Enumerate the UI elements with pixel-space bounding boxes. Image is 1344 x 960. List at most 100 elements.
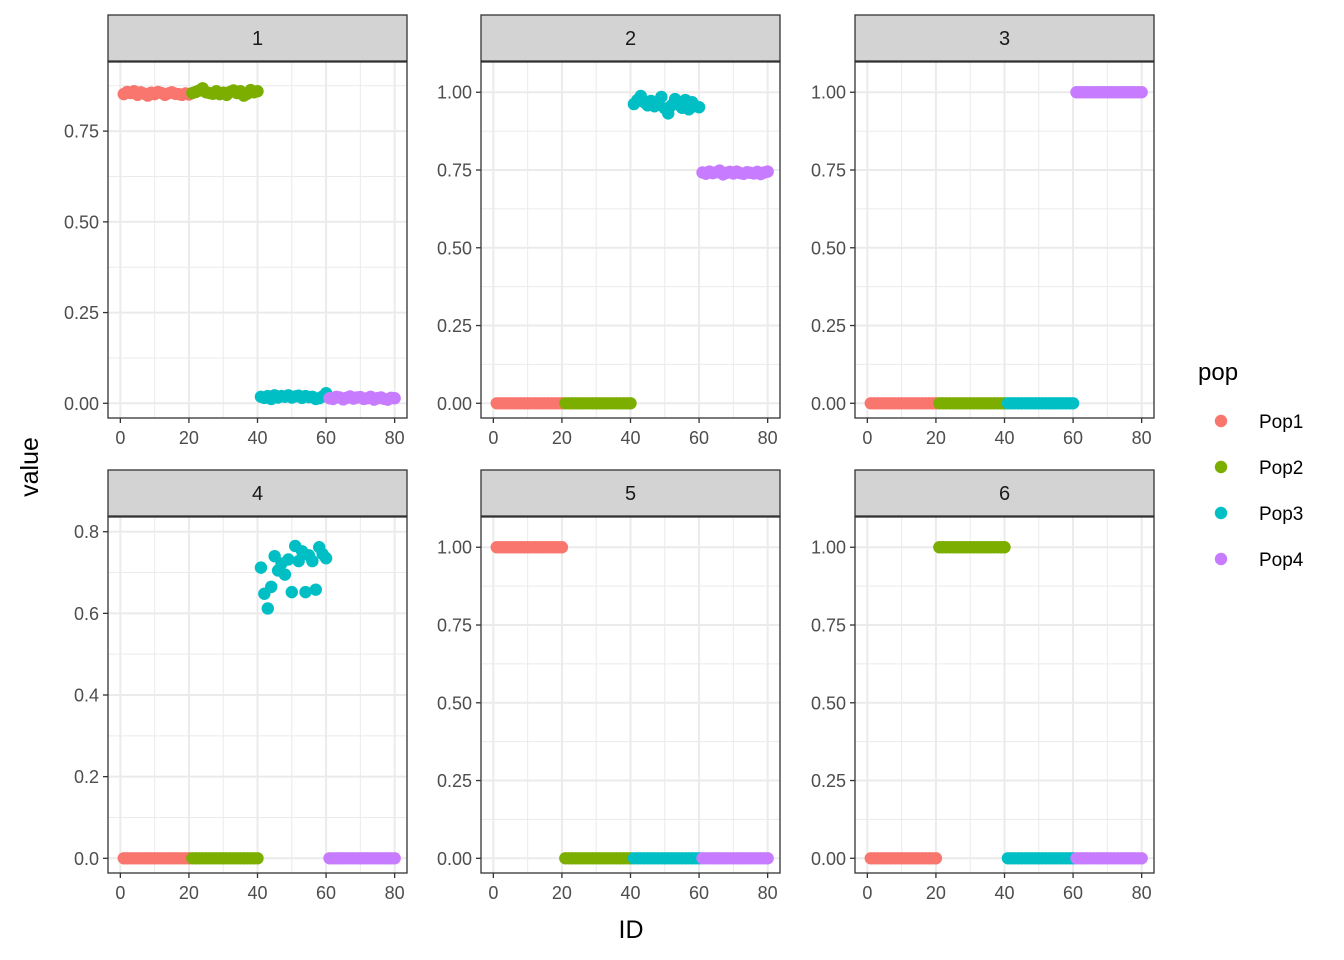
legend-key (1214, 506, 1228, 520)
series-Pop4 (696, 164, 774, 181)
y-tick-label: 0.00 (437, 394, 472, 414)
x-tick-label: 40 (620, 883, 640, 903)
data-point (299, 585, 312, 599)
x-tick-label: 0 (862, 428, 872, 448)
data-point (388, 392, 401, 405)
y-tick-label: 0.25 (437, 771, 472, 791)
y-tick-label: 0.8 (74, 522, 99, 542)
x-tick-label: 20 (179, 428, 199, 448)
x-tick-label: 80 (1132, 428, 1152, 448)
x-tick-label: 60 (689, 428, 709, 448)
y-tick-label: 0.2 (74, 767, 99, 787)
data-point (265, 580, 278, 594)
y-tick-label: 0.00 (64, 394, 99, 414)
x-axis-title: ID (619, 916, 644, 944)
facet-strip (480, 469, 781, 517)
x-tick-label: 0 (115, 428, 125, 448)
x-tick-label: 80 (758, 883, 778, 903)
legend: pop Pop1 Pop2 Pop3 Pop4 (1198, 359, 1304, 571)
y-tick-label: 0.0 (74, 849, 99, 869)
x-tick-label: 0 (488, 428, 498, 448)
facet-strip-label: 1 (252, 28, 263, 50)
facet-strip-label: 4 (252, 483, 263, 505)
data-point (1135, 852, 1148, 865)
facet-strip (854, 469, 1155, 517)
series-Pop3 (254, 539, 333, 615)
facet-panels: 10.000.250.500.750 20 40 60 8020.000.250.500… (64, 14, 1155, 903)
x-tick-label: 40 (247, 883, 267, 903)
data-point (292, 554, 305, 568)
data-point (251, 85, 264, 98)
series-Pop1 (864, 852, 943, 865)
y-tick-label: 1.00 (437, 83, 472, 103)
y-tick-label: 1.00 (811, 83, 846, 103)
legend-label: Pop1 (1259, 412, 1303, 433)
data-point (761, 165, 774, 178)
y-tick-label: 0.6 (74, 604, 99, 624)
data-point (309, 583, 322, 596)
x-tick-label: 20 (179, 883, 199, 903)
data-point (306, 554, 319, 568)
y-tick-label: 0.00 (811, 849, 846, 869)
data-point (761, 852, 774, 865)
y-tick-label: 0.50 (811, 693, 846, 713)
series-Pop2 (559, 397, 637, 410)
legend-label: Pop3 (1259, 504, 1303, 525)
legend-item-Pop3: Pop3 (1214, 504, 1303, 525)
facet-strip (107, 14, 408, 62)
series-Pop2 (186, 852, 264, 865)
x-tick-label: 60 (316, 883, 336, 903)
series-Pop4 (323, 390, 401, 406)
facet-panel-3: 3 0.00 0.25 0.50 0.75 1.00 0 20 40 60 80 (811, 14, 1155, 448)
data-point (285, 585, 298, 599)
series-Pop4 (323, 852, 401, 865)
x-tick-label: 40 (620, 428, 640, 448)
series-Pop4 (1070, 86, 1148, 99)
x-tick-label: 0 (115, 883, 125, 903)
x-tick-label: 20 (926, 428, 946, 448)
x-tick-label: 80 (385, 428, 405, 448)
data-point (254, 561, 268, 574)
data-point (1135, 86, 1148, 99)
x-tick-label: 20 (926, 883, 946, 903)
legend-item-Pop2: Pop2 (1214, 458, 1303, 479)
x-tick-label: 20 (552, 883, 572, 903)
data-point (929, 852, 943, 865)
data-point (555, 541, 569, 554)
facet-strip-label: 3 (999, 28, 1010, 50)
series-Pop2 (933, 397, 1011, 410)
series-Pop3 (1001, 397, 1080, 410)
x-tick-label: 60 (689, 883, 709, 903)
facet-strip-label: 5 (625, 483, 636, 505)
x-tick-label: 80 (1132, 883, 1152, 903)
data-point (261, 602, 274, 615)
legend-item-Pop1: Pop1 (1214, 412, 1303, 433)
y-tick-label: 0.50 (437, 693, 472, 713)
legend-label: Pop4 (1259, 550, 1304, 571)
y-tick-label: 0.75 (437, 161, 472, 181)
x-tick-label: 40 (994, 883, 1014, 903)
series-Pop2 (559, 852, 637, 865)
series-Pop2 (186, 82, 264, 102)
data-point (251, 852, 264, 865)
x-tick-label: 80 (758, 428, 778, 448)
series-Pop4 (696, 852, 774, 865)
series-Pop1 (490, 397, 569, 410)
legend-item-Pop4: Pop4 (1214, 550, 1304, 571)
series-Pop4 (1070, 852, 1148, 865)
legend-key (1214, 460, 1228, 474)
x-tick-label: 80 (385, 883, 405, 903)
series-Pop1 (864, 397, 943, 410)
y-tick-label: 0.75 (811, 616, 846, 636)
y-tick-label: 0.75 (437, 616, 472, 636)
data-point (319, 552, 333, 565)
y-tick-label: 0.00 (437, 849, 472, 869)
x-tick-label: 60 (316, 428, 336, 448)
y-tick-label: 0.50 (437, 238, 472, 258)
data-point (282, 553, 295, 566)
y-tick-label: 0.00 (811, 394, 846, 414)
y-tick-label: 0.25 (811, 771, 846, 791)
series-Pop2 (933, 541, 1011, 554)
x-tick-label: 20 (552, 428, 572, 448)
